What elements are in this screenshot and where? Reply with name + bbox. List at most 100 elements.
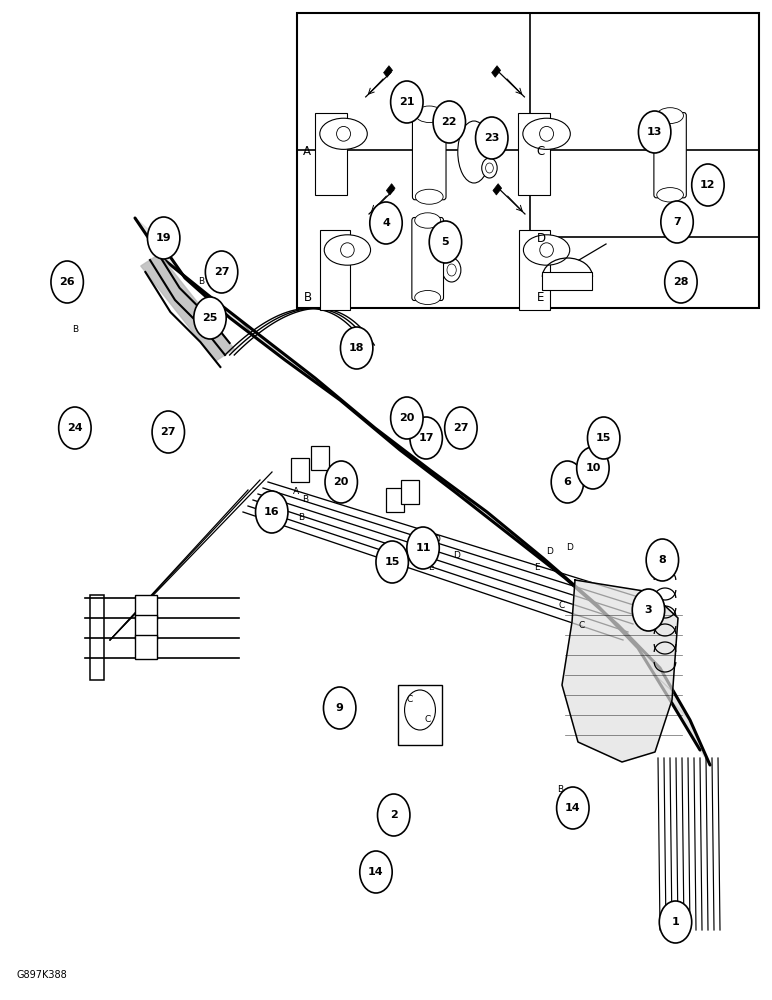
Text: 28: 28 [673,277,689,287]
Text: D: D [547,548,553,556]
Bar [291,458,310,482]
Ellipse shape [320,118,367,149]
Bar [519,230,550,310]
Text: 16: 16 [264,507,279,517]
FancyBboxPatch shape [654,113,686,198]
Circle shape [429,221,462,263]
Text: D: D [567,544,573,552]
Text: 9: 9 [336,703,344,713]
Circle shape [407,527,439,569]
Text: E: E [537,291,544,304]
Text: 18: 18 [349,343,364,353]
Circle shape [433,101,466,143]
Bar [386,488,405,512]
Bar [297,13,759,308]
Text: 27: 27 [214,267,229,277]
Text: D: D [537,232,546,245]
Circle shape [147,217,180,259]
Circle shape [476,117,508,159]
Text: C: C [537,145,545,158]
Bar [493,184,502,195]
Text: 17: 17 [418,433,434,443]
Circle shape [646,539,679,581]
Ellipse shape [540,126,554,141]
Circle shape [325,461,357,503]
Text: 5: 5 [442,237,449,247]
Circle shape [51,261,83,303]
Bar [90,595,104,680]
Circle shape [340,327,373,369]
Ellipse shape [415,290,441,304]
FancyBboxPatch shape [412,111,446,200]
Circle shape [638,111,671,153]
Circle shape [360,851,392,893]
Bar [315,113,347,195]
Text: 20: 20 [399,413,415,423]
Bar [135,595,157,619]
Text: 8: 8 [659,555,666,565]
Circle shape [378,794,410,836]
Ellipse shape [523,235,570,265]
Bar [398,685,442,745]
Text: B: B [303,291,312,304]
Text: B: B [198,277,204,286]
Text: 20: 20 [334,477,349,487]
Circle shape [59,407,91,449]
Text: 4: 4 [382,218,390,228]
Text: 1: 1 [672,917,679,927]
FancyBboxPatch shape [412,218,443,300]
Circle shape [194,297,226,339]
Text: C: C [425,716,431,724]
Bar [311,446,330,470]
Circle shape [551,461,584,503]
Ellipse shape [405,690,435,730]
Text: A: A [303,145,311,158]
Bar [135,635,157,659]
Text: B: B [564,800,570,808]
Bar [384,66,392,77]
Text: A: A [293,488,300,496]
Bar [492,66,500,77]
Circle shape [661,201,693,243]
Text: 26: 26 [59,277,75,287]
Text: 14: 14 [368,867,384,877]
Bar [135,615,157,639]
Text: 23: 23 [484,133,499,143]
Circle shape [323,687,356,729]
Text: 13: 13 [647,127,662,137]
Bar [518,113,550,195]
Ellipse shape [415,213,441,228]
Circle shape [152,411,185,453]
Text: 19: 19 [156,233,171,243]
Text: D: D [433,536,439,544]
Circle shape [376,541,408,583]
Circle shape [587,417,620,459]
Ellipse shape [337,126,350,141]
Polygon shape [375,428,455,492]
Polygon shape [487,512,565,578]
Ellipse shape [657,188,683,202]
Polygon shape [430,470,510,535]
Text: 15: 15 [384,557,400,567]
Polygon shape [562,580,678,762]
Bar [386,184,395,195]
Text: D: D [454,550,460,560]
Polygon shape [135,218,185,278]
Text: 25: 25 [202,313,218,323]
Text: 3: 3 [645,605,652,615]
Circle shape [632,589,665,631]
Text: B: B [557,786,564,794]
Text: C: C [579,620,585,630]
Polygon shape [208,295,285,360]
Text: C: C [406,696,412,704]
Text: 27: 27 [453,423,469,433]
Text: 27: 27 [161,427,176,437]
Ellipse shape [340,243,354,257]
Text: B: B [302,495,308,504]
Polygon shape [262,337,340,400]
Circle shape [486,163,493,173]
Circle shape [447,264,456,276]
Circle shape [205,251,238,293]
Circle shape [391,81,423,123]
Text: 12: 12 [700,180,716,190]
